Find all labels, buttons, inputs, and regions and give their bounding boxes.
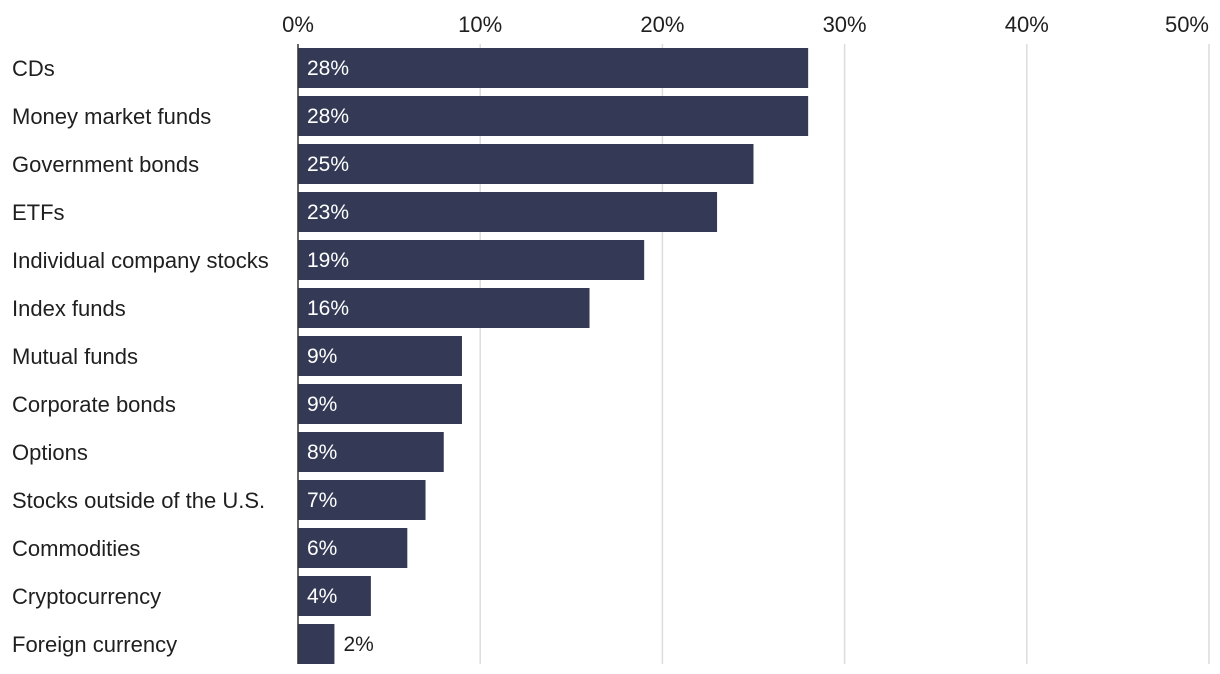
bar-value-label: 16% bbox=[307, 297, 349, 320]
bars: 28% 28% 25% 23% 19% 16% 9% 9% 8% 7% 6% 4% 2% bbox=[298, 48, 809, 664]
x-tick-label: 10% bbox=[458, 12, 502, 37]
bar bbox=[298, 192, 718, 232]
bar bbox=[298, 96, 809, 136]
bar bbox=[298, 48, 809, 88]
bar-value-label: 28% bbox=[307, 105, 349, 128]
category-label: Cryptocurrency bbox=[12, 584, 161, 609]
x-axis-ticks: 0% 10% 20% 30% 40% 50% bbox=[282, 12, 1209, 37]
bar bbox=[298, 576, 371, 616]
category-labels: CDs Money market funds Government bonds ETF… bbox=[12, 56, 269, 657]
category-label: Government bonds bbox=[12, 152, 199, 177]
bar-value-label: 9% bbox=[307, 393, 337, 416]
gridlines bbox=[479, 44, 1210, 664]
bar-value-label: 8% bbox=[307, 441, 337, 464]
bar bbox=[298, 528, 408, 568]
bar bbox=[298, 384, 462, 424]
x-tick-label: 30% bbox=[823, 12, 867, 37]
category-label: Options bbox=[12, 440, 88, 465]
bar-value-label: 23% bbox=[307, 201, 349, 224]
category-label: ETFs bbox=[12, 200, 65, 225]
category-label: Stocks outside of the U.S. bbox=[12, 488, 265, 513]
bar-value-label: 28% bbox=[307, 57, 349, 80]
x-tick-label: 40% bbox=[1005, 12, 1049, 37]
bar-value-label: 2% bbox=[343, 633, 373, 656]
bar bbox=[298, 480, 426, 520]
bar bbox=[298, 336, 462, 376]
bar bbox=[298, 144, 754, 184]
bar-value-label: 6% bbox=[307, 537, 337, 560]
category-label: Individual company stocks bbox=[12, 248, 269, 273]
bar-value-label: 4% bbox=[307, 585, 337, 608]
bar bbox=[298, 288, 590, 328]
category-label: Money market funds bbox=[12, 104, 211, 129]
x-tick-label: 50% bbox=[1165, 12, 1209, 37]
category-label: CDs bbox=[12, 56, 55, 81]
bar-value-label: 19% bbox=[307, 249, 349, 272]
category-label: Corporate bonds bbox=[12, 392, 176, 417]
bar bbox=[298, 240, 645, 280]
category-label: Foreign currency bbox=[12, 632, 177, 657]
category-label: Index funds bbox=[12, 296, 126, 321]
bar bbox=[298, 624, 335, 664]
category-label: Mutual funds bbox=[12, 344, 138, 369]
category-label: Commodities bbox=[12, 536, 140, 561]
bar bbox=[298, 432, 444, 472]
x-tick-label: 20% bbox=[640, 12, 684, 37]
x-tick-label: 0% bbox=[282, 12, 314, 37]
bar-value-label: 9% bbox=[307, 345, 337, 368]
bar-value-label: 25% bbox=[307, 153, 349, 176]
bar-value-label: 7% bbox=[307, 489, 337, 512]
